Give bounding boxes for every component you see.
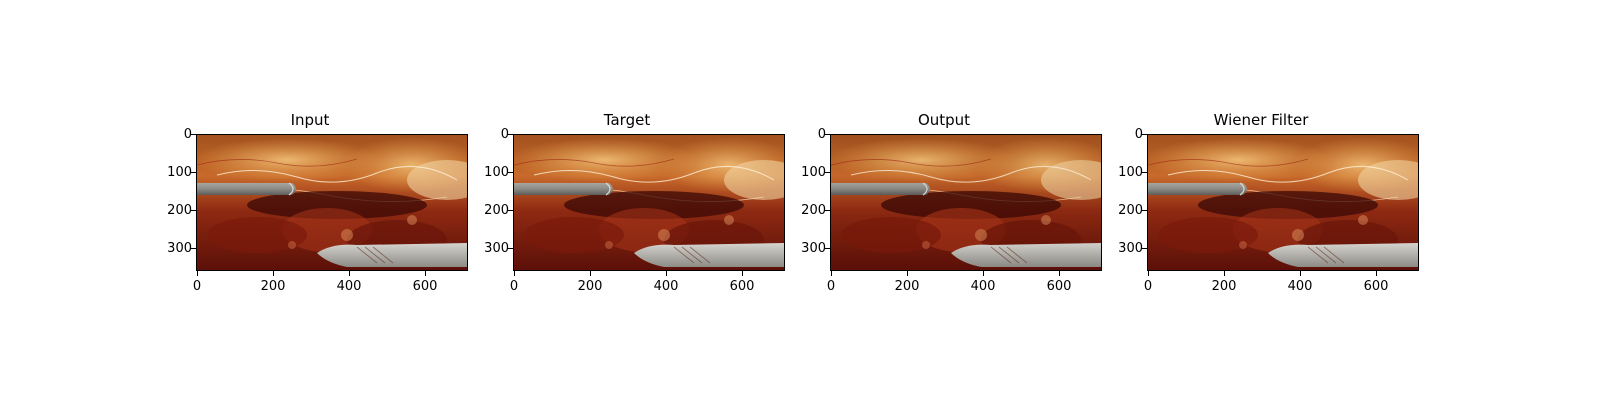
- x-tick-label: 400: [1287, 279, 1313, 294]
- y-tick-label: 200: [801, 203, 826, 218]
- y-tick-label: 200: [484, 203, 509, 218]
- y-tick-mark: [508, 172, 513, 173]
- x-tick-mark: [514, 271, 515, 276]
- y-tick-mark: [508, 134, 513, 135]
- x-tick-mark: [1059, 271, 1060, 276]
- x-tick-mark: [983, 271, 984, 276]
- y-tick-mark: [1142, 134, 1147, 135]
- x-tick-label: 600: [1046, 279, 1072, 294]
- surgical-image: [830, 134, 1102, 271]
- y-tick-label: 0: [183, 127, 192, 142]
- x-tick-mark: [590, 271, 591, 276]
- x-tick-mark: [1148, 271, 1149, 276]
- y-tick-mark: [825, 210, 830, 211]
- x-tick-label: 400: [336, 279, 362, 294]
- x-tick-mark: [1300, 271, 1301, 276]
- y-tick-mark: [191, 134, 196, 135]
- x-tick-mark: [425, 271, 426, 276]
- y-tick-label: 100: [167, 165, 192, 180]
- x-tick-mark: [1376, 271, 1377, 276]
- y-tick-label: 200: [167, 203, 192, 218]
- subplot-title: Output: [917, 111, 971, 129]
- y-tick-mark: [508, 248, 513, 249]
- x-tick-label: 600: [1363, 279, 1389, 294]
- y-tick-mark: [191, 248, 196, 249]
- x-tick-label: 400: [653, 279, 679, 294]
- x-tick-label: 0: [826, 279, 836, 294]
- subplot-output: Output 0 100 200 300 0 2: [794, 0, 1102, 400]
- y-tick-label: 0: [1134, 127, 1143, 142]
- subplot-input: Input 0 100 200 300 0 20: [160, 0, 468, 400]
- x-tick-label: 0: [192, 279, 202, 294]
- y-tick-mark: [1142, 172, 1147, 173]
- y-tick-mark: [1142, 248, 1147, 249]
- y-tick-label: 300: [484, 241, 509, 256]
- x-tick-label: 0: [509, 279, 519, 294]
- subplot-wiener: Wiener Filter 0 100 2: [1111, 0, 1419, 400]
- subplot-title: Target: [603, 111, 651, 129]
- y-tick-label: 300: [801, 241, 826, 256]
- x-tick-mark: [666, 271, 667, 276]
- x-tick-label: 200: [577, 279, 603, 294]
- subplot-target: Target 0 100 200 300 0 2: [477, 0, 785, 400]
- x-tick-mark: [273, 271, 274, 276]
- subplot-title: Wiener Filter: [1213, 111, 1309, 129]
- x-tick-mark: [742, 271, 743, 276]
- x-tick-label: 400: [970, 279, 996, 294]
- y-tick-mark: [191, 172, 196, 173]
- y-tick-label: 0: [500, 127, 509, 142]
- y-tick-mark: [825, 134, 830, 135]
- y-tick-mark: [825, 248, 830, 249]
- x-tick-label: 600: [412, 279, 438, 294]
- surgical-image: [513, 134, 785, 271]
- x-tick-mark: [831, 271, 832, 276]
- y-tick-label: 300: [1118, 241, 1143, 256]
- y-tick-label: 100: [1118, 165, 1143, 180]
- y-tick-label: 100: [484, 165, 509, 180]
- x-tick-label: 0: [1143, 279, 1153, 294]
- x-tick-label: 600: [729, 279, 755, 294]
- y-tick-mark: [191, 210, 196, 211]
- y-tick-label: 200: [1118, 203, 1143, 218]
- x-tick-label: 200: [1211, 279, 1237, 294]
- x-tick-mark: [907, 271, 908, 276]
- x-tick-mark: [1224, 271, 1225, 276]
- y-tick-label: 100: [801, 165, 826, 180]
- x-tick-label: 200: [894, 279, 920, 294]
- x-tick-mark: [349, 271, 350, 276]
- y-tick-mark: [825, 172, 830, 173]
- x-tick-label: 200: [260, 279, 286, 294]
- x-tick-mark: [197, 271, 198, 276]
- y-tick-label: 0: [817, 127, 826, 142]
- surgical-image: [196, 134, 468, 271]
- y-tick-label: 300: [167, 241, 192, 256]
- y-tick-mark: [508, 210, 513, 211]
- y-tick-mark: [1142, 210, 1147, 211]
- surgical-image: [1147, 134, 1419, 271]
- subplot-title: Input: [290, 111, 330, 129]
